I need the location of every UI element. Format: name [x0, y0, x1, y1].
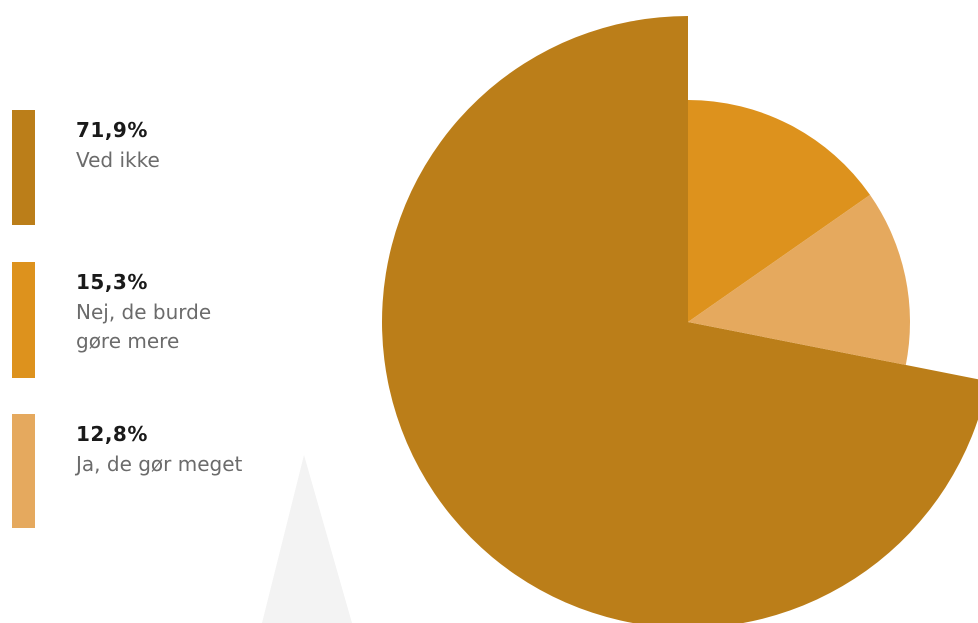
legend-label: Ved ikke [76, 148, 160, 172]
legend-swatch [12, 414, 35, 528]
legend-percent: 15,3% [76, 270, 148, 294]
legend-swatch [12, 262, 35, 378]
legend-label: Nej, de burde gøre mere [76, 300, 212, 353]
pie-slice-ved-ikke [382, 16, 978, 623]
pie-slice-ja-de-gør-meget [688, 194, 911, 365]
legend-label: Ja, de gør meget [76, 452, 243, 476]
legend-percent: 71,9% [76, 118, 148, 142]
legend-item-nej: 15,3% Nej, de burde gøre mere [12, 262, 252, 378]
legend-percent: 12,8% [76, 422, 148, 446]
pie-slice-nej-de-burde-gøre-mere [688, 100, 871, 322]
legend-item-ja: 12,8% Ja, de gør meget [12, 414, 252, 528]
legend-item-ved-ikke: 71,9% Ved ikke [12, 110, 252, 225]
legend-swatch [12, 110, 35, 225]
